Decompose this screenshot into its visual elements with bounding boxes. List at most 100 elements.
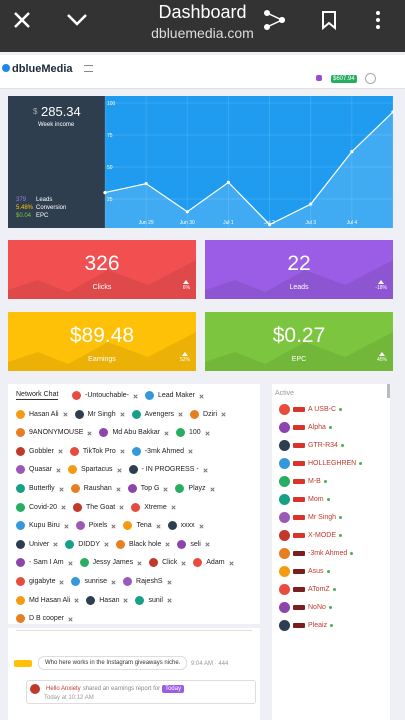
- user-chip[interactable]: Adam: [193, 558, 233, 568]
- user-chip[interactable]: Hasan Ali: [16, 409, 67, 419]
- user-chip[interactable]: Raushan: [70, 484, 120, 493]
- online: [350, 552, 354, 555]
- avatar: [16, 577, 25, 586]
- close[interactable]: [111, 580, 115, 584]
- user-chip[interactable]: Md Hasan Ali: [16, 595, 78, 605]
- close[interactable]: [104, 542, 108, 546]
- stat-value: $0.04: [16, 213, 32, 219]
- chat-row: 9ANONYMOUSE Md Abu Bakkar 100: [16, 428, 209, 438]
- close[interactable]: [137, 561, 141, 565]
- user-chip[interactable]: -Untouchable-: [72, 391, 137, 400]
- user-chip[interactable]: Covid-20: [16, 502, 65, 512]
- user-chip[interactable]: DIDDY: [65, 539, 108, 549]
- close[interactable]: [210, 487, 214, 491]
- user-chip[interactable]: TikTok Pro: [69, 446, 124, 456]
- close[interactable]: [58, 449, 62, 453]
- user-chip[interactable]: RajeshS: [123, 577, 170, 586]
- close[interactable]: [74, 598, 78, 602]
- user-chip[interactable]: Quasar: [16, 465, 60, 475]
- close[interactable]: [167, 580, 171, 584]
- close[interactable]: [165, 542, 169, 546]
- user-chip[interactable]: Pixels: [75, 521, 116, 531]
- close[interactable]: [120, 412, 124, 416]
- close[interactable]: [64, 524, 68, 528]
- user-chip[interactable]: Hasan: [86, 595, 127, 605]
- user-chip[interactable]: D B cooper: [16, 614, 72, 624]
- user-chip[interactable]: seli: [177, 539, 209, 549]
- close[interactable]: [167, 598, 171, 602]
- user-chip[interactable]: 100: [175, 428, 209, 438]
- close[interactable]: [59, 580, 63, 584]
- close[interactable]: [53, 542, 57, 546]
- user-chip[interactable]: 9ANONYMOUSE: [16, 428, 91, 438]
- add[interactable]: [239, 686, 245, 692]
- close[interactable]: [116, 487, 120, 491]
- close[interactable]: [205, 542, 209, 546]
- close[interactable]: [163, 487, 167, 491]
- user-chip[interactable]: Playz: [175, 484, 213, 493]
- user-chip[interactable]: sunrise: [71, 577, 115, 586]
- close[interactable]: [87, 431, 91, 435]
- user-chip[interactable]: Lead Maker: [144, 391, 203, 400]
- y-tick-label: 50: [107, 165, 113, 171]
- user-chip[interactable]: Kupu Biru: [16, 521, 68, 531]
- close[interactable]: [221, 412, 225, 416]
- user-chip[interactable]: Click: [149, 558, 185, 568]
- close[interactable]: [119, 505, 123, 509]
- close[interactable]: [171, 505, 175, 509]
- user-chip[interactable]: gigabyte: [16, 577, 63, 586]
- user-chip[interactable]: Avengers: [131, 409, 182, 419]
- user-chip[interactable]: The Goat: [73, 502, 123, 512]
- chat-row: -Untouchable- Lead Maker: [72, 391, 203, 400]
- user-name: Jessy James: [92, 559, 134, 567]
- balance[interactable]: $607.94: [331, 75, 357, 83]
- close[interactable]: [164, 431, 168, 435]
- close[interactable]: [229, 561, 233, 565]
- user-chip[interactable]: -3mk Ahmed: [131, 446, 192, 456]
- message-author[interactable]: Hello Anxiety: [46, 686, 81, 692]
- close[interactable]: [133, 394, 137, 398]
- close[interactable]: [59, 487, 63, 491]
- user-chip[interactable]: Tena: [123, 521, 160, 531]
- user-chip[interactable]: - Sam I Am: [16, 558, 72, 568]
- close[interactable]: [156, 524, 160, 528]
- user-chip[interactable]: Spartacus: [67, 465, 121, 475]
- user-chip[interactable]: Md Abu Bakkar: [99, 428, 168, 438]
- close[interactable]: [178, 412, 182, 416]
- close[interactable]: [205, 431, 209, 435]
- close[interactable]: [199, 394, 203, 398]
- logo: dblueMedia: [12, 63, 73, 75]
- user-chip[interactable]: xxxx: [167, 521, 203, 531]
- close[interactable]: [117, 468, 121, 472]
- close[interactable]: [181, 561, 185, 565]
- user-name: Tena: [136, 522, 152, 530]
- user-chip[interactable]: Top G: [127, 484, 168, 493]
- menu-icon[interactable]: [84, 65, 93, 72]
- user-chip[interactable]: Black hole: [116, 539, 169, 549]
- close[interactable]: [203, 468, 207, 472]
- user-chip[interactable]: Butterfly: [16, 484, 63, 493]
- avatar: [279, 476, 290, 487]
- user-chip[interactable]: Univer: [16, 539, 57, 549]
- close[interactable]: [68, 617, 72, 621]
- close[interactable]: [123, 598, 127, 602]
- chat-row: gigabyte sunrise RajeshS: [16, 577, 171, 586]
- user-chip[interactable]: sunil: [135, 595, 171, 605]
- close[interactable]: [199, 524, 203, 528]
- close[interactable]: [111, 524, 115, 528]
- user-chip[interactable]: Mr Singh: [74, 409, 124, 419]
- user-chip[interactable]: Xtreme: [131, 502, 175, 512]
- avatar: [16, 465, 25, 475]
- user-chip[interactable]: Gobbler: [16, 446, 62, 456]
- close[interactable]: [61, 505, 65, 509]
- user-chip[interactable]: Dziri: [190, 409, 225, 419]
- close[interactable]: [63, 412, 67, 416]
- user-name: Spartacus: [80, 466, 113, 474]
- close[interactable]: [188, 449, 192, 453]
- close[interactable]: [56, 468, 60, 472]
- user-chip[interactable]: - IN PROGRESS -: [128, 465, 207, 475]
- close[interactable]: [120, 449, 124, 453]
- rank-tag: [293, 605, 305, 610]
- close[interactable]: [68, 561, 72, 565]
- user-chip[interactable]: Jessy James: [79, 558, 141, 568]
